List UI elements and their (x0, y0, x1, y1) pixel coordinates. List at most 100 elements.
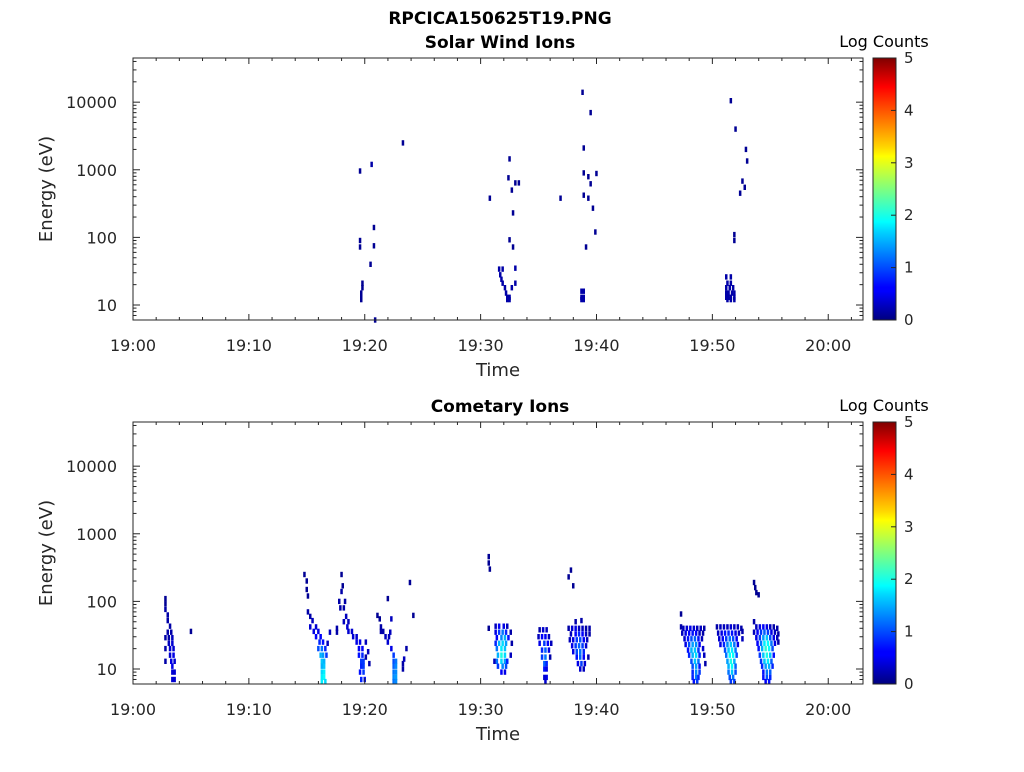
heatmap-cell (769, 635, 772, 641)
heatmap-cell (770, 629, 773, 635)
heatmap-cell (500, 635, 503, 641)
heatmap-cell (762, 674, 765, 681)
heatmap-cell (582, 192, 585, 198)
heatmap-cell (579, 637, 582, 643)
heatmap-cell (572, 583, 575, 589)
figure-title: RPCICA150625T19.PNG (388, 9, 611, 29)
heatmap-cell (766, 658, 770, 664)
heatmap-cell (164, 601, 167, 607)
heatmap-cell (757, 592, 760, 598)
heatmap-cell (504, 290, 508, 296)
x-axis-label: Time (475, 360, 520, 381)
heatmap-cell (731, 636, 735, 642)
heatmap-cell (401, 140, 405, 146)
heatmap-cell (579, 649, 582, 655)
heatmap-cell (574, 643, 577, 649)
heatmap-cell (500, 276, 503, 282)
x-tick-label: 19:40 (573, 700, 619, 719)
heatmap-cell (769, 674, 772, 681)
heatmap-cell (729, 624, 733, 630)
heatmap-cell (687, 652, 691, 658)
heatmap-cell (583, 660, 587, 667)
heatmap-cell (322, 674, 326, 681)
heatmap-cell (358, 669, 362, 675)
heatmap-cell (730, 630, 734, 636)
heatmap-cell (727, 669, 730, 675)
heatmap-cell (579, 654, 582, 660)
heatmap-cell (770, 658, 773, 664)
heatmap-cell (698, 669, 701, 675)
heatmap-cell (719, 624, 722, 630)
heatmap-cell (692, 625, 696, 631)
heatmap-cell (723, 630, 727, 636)
heatmap-cell (501, 629, 504, 635)
heatmap-cell (503, 669, 507, 675)
heatmap-cell (392, 669, 395, 675)
x-tick-label: 20:00 (805, 700, 851, 719)
heatmap-cell (543, 660, 546, 667)
heatmap-cell (756, 640, 759, 646)
heatmap-cell (171, 676, 174, 683)
heatmap-cell (341, 583, 344, 589)
colorbar-label: Log Counts (839, 396, 929, 415)
heatmap-cell (764, 663, 767, 669)
heatmap-cell (372, 224, 376, 231)
heatmap-cell (544, 654, 547, 660)
y-axis: 10 100 1000 10000 (66, 424, 863, 685)
y-tick-label: 10 (97, 660, 117, 679)
heatmap-cell (362, 663, 365, 669)
heatmap-cell (322, 669, 326, 675)
heatmap-cell (168, 645, 172, 652)
heatmap-cell (166, 612, 169, 618)
heatmap-cell (697, 647, 700, 653)
heatmap-cell (496, 652, 500, 658)
heatmap-cell (589, 181, 592, 187)
heatmap-cell (572, 637, 575, 643)
heatmap-cell (684, 630, 687, 636)
heatmap-cell (765, 669, 769, 675)
heatmap-cell (164, 595, 167, 602)
heatmap-cell (379, 624, 383, 630)
heatmap-cell (544, 634, 547, 640)
heatmap-cell (487, 625, 490, 631)
heatmap-cell (305, 586, 308, 593)
heatmap-cell (733, 296, 736, 303)
colorbar-tick-label: 0 (904, 675, 914, 693)
y-tick-label: 1000 (76, 161, 117, 180)
heatmap-cell (360, 663, 363, 669)
heatmap-cell (506, 296, 509, 303)
heatmap-cell (698, 630, 701, 636)
heatmap-cell (570, 643, 574, 649)
heatmap-cell (538, 627, 541, 633)
heatmap-cell (580, 288, 583, 294)
heatmap-cell (497, 629, 501, 635)
heatmap-cell (759, 640, 763, 646)
heatmap-cell (734, 630, 737, 636)
heatmap-cell (715, 624, 719, 630)
heatmap-cell (689, 625, 692, 631)
heatmap-cell (405, 645, 408, 652)
heatmap-cell (372, 243, 376, 249)
heatmap-cell (587, 195, 590, 201)
heatmap-cell (577, 643, 581, 649)
heatmap-cell (734, 126, 737, 132)
heatmap-cell (758, 635, 762, 641)
heatmap-cell (763, 640, 766, 646)
heatmap-cell (721, 636, 724, 642)
heatmap-cell (752, 629, 756, 635)
heatmap-cell (772, 652, 775, 658)
heatmap-cell (765, 652, 769, 658)
heatmap-cell (171, 640, 174, 646)
heatmap-cell (503, 658, 507, 664)
heatmap-cell (510, 640, 514, 646)
chart-title: Cometary Ions (431, 397, 570, 417)
heatmap-cell (321, 652, 325, 658)
heatmap-cell (394, 669, 398, 675)
heatmap-cell (730, 669, 734, 675)
heatmap-cell (683, 636, 686, 642)
heatmap-cell (703, 625, 706, 631)
heatmap-cell (733, 658, 736, 664)
heatmap-cell (189, 628, 193, 635)
heatmap-cell (756, 629, 759, 635)
heatmap-cell (733, 290, 736, 296)
